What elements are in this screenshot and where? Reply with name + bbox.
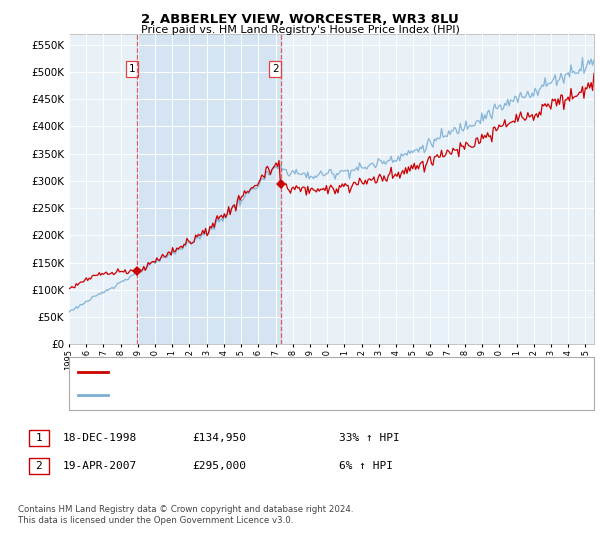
Text: 1: 1 xyxy=(128,64,136,74)
Text: 18-DEC-1998: 18-DEC-1998 xyxy=(63,433,137,443)
Text: Price paid vs. HM Land Registry's House Price Index (HPI): Price paid vs. HM Land Registry's House … xyxy=(140,25,460,35)
Text: 2: 2 xyxy=(272,64,278,74)
Bar xyxy=(137,34,281,344)
Text: 6% ↑ HPI: 6% ↑ HPI xyxy=(339,461,393,471)
Text: Contains HM Land Registry data © Crown copyright and database right 2024.
This d: Contains HM Land Registry data © Crown c… xyxy=(18,505,353,525)
Text: HPI: Average price, detached house, Worcester: HPI: Average price, detached house, Worc… xyxy=(114,390,395,400)
Text: 2, ABBERLEY VIEW, WORCESTER, WR3 8LU: 2, ABBERLEY VIEW, WORCESTER, WR3 8LU xyxy=(141,13,459,26)
Text: 19-APR-2007: 19-APR-2007 xyxy=(63,461,137,471)
Text: 2, ABBERLEY VIEW, WORCESTER, WR3 8LU (detached house): 2, ABBERLEY VIEW, WORCESTER, WR3 8LU (de… xyxy=(114,367,445,377)
Text: £134,950: £134,950 xyxy=(192,433,246,443)
Text: 33% ↑ HPI: 33% ↑ HPI xyxy=(339,433,400,443)
Text: £295,000: £295,000 xyxy=(192,461,246,471)
Text: 2: 2 xyxy=(35,461,43,471)
Text: 1: 1 xyxy=(35,433,43,443)
